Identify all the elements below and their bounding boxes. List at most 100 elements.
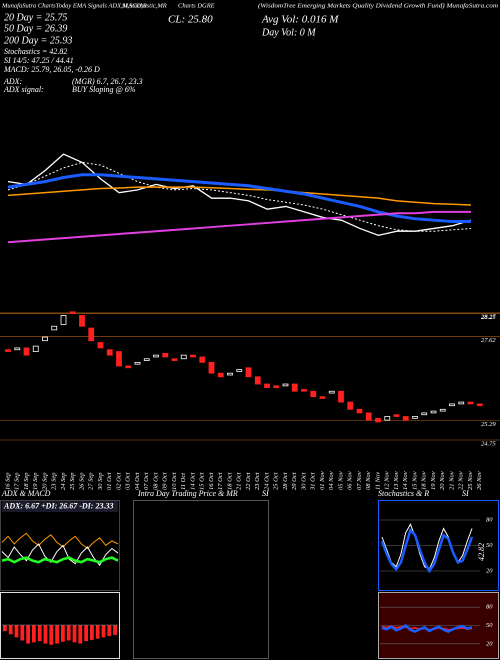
line-series	[7, 161, 472, 232]
date-label: 28 Oct	[282, 472, 289, 490]
indicator-text: BUY Sloping @ 6%	[72, 85, 136, 94]
date-label: 10 Oct	[171, 472, 178, 490]
panel-title: Intra Day Trading Price & MR	[137, 489, 238, 498]
y-tick-label: 25.29	[481, 421, 496, 428]
date-label: 31 Oct	[310, 472, 317, 491]
line-series	[1, 543, 119, 567]
candle-body	[106, 349, 113, 356]
date-label: 04 Nov	[328, 471, 335, 490]
y-tick-label: 20	[486, 640, 493, 647]
histogram-bar	[61, 625, 65, 642]
date-label: 12 Nov	[384, 471, 391, 490]
header-text: SI,Stochastic,MR	[122, 2, 167, 9]
indicator-text: (MGR) 6.7, 26.7, 23.3	[72, 77, 143, 86]
line-series	[1, 556, 119, 564]
panel-title: SI	[462, 489, 469, 498]
candle-body	[143, 358, 150, 361]
y-tick-label: 24.75	[481, 440, 496, 447]
candle-body	[23, 347, 30, 356]
candle-body	[264, 383, 270, 389]
date-label: 24 Sep	[60, 472, 67, 490]
line-series	[7, 153, 472, 236]
candle-body	[134, 361, 141, 365]
candle-body	[476, 403, 483, 407]
candle-body	[439, 408, 446, 412]
candle-body	[116, 351, 122, 367]
y-tick-label: 28.25	[481, 314, 496, 321]
date-label: 01 Nov	[319, 471, 326, 490]
date-label: 09 Oct	[162, 472, 169, 490]
date-label: 18 Oct	[226, 472, 233, 490]
candle-body	[97, 342, 104, 349]
date-label: 21 Oct	[236, 472, 243, 490]
date-label: 02 Oct	[115, 472, 122, 490]
histogram-bar	[43, 625, 48, 644]
indicator-text: MACD: 25.79, 26.05, -0.26 D	[3, 65, 100, 74]
candle-body	[310, 390, 317, 398]
candle-body	[430, 410, 437, 414]
date-label: 22 Nov	[458, 471, 465, 490]
date-label: 21 Nov	[448, 471, 455, 490]
date-label: 16 Oct	[208, 472, 215, 490]
histogram-bar	[66, 625, 71, 641]
histogram-bar	[26, 625, 30, 644]
candle-body	[356, 408, 363, 414]
date-label: 20 Sep	[41, 472, 48, 490]
date-label: 25 Nov	[467, 471, 474, 490]
candle-body	[69, 311, 76, 315]
panel-title: SI	[262, 489, 269, 498]
header-text: Charts DGRE	[178, 2, 215, 9]
y-tick-label: 28.27	[481, 313, 496, 320]
y-tick-label: 50	[486, 622, 493, 629]
panel-frame	[378, 500, 499, 591]
readout-bg	[2, 501, 118, 512]
date-label: 04 Oct	[134, 472, 141, 490]
readout: ADX: 6.67 +DI: 26.67 -DI: 23.33	[3, 501, 113, 510]
date-label: 18 Sep	[23, 472, 30, 490]
candle-body	[449, 403, 455, 407]
date-label: 25 Oct	[273, 472, 280, 490]
candle-body	[384, 416, 391, 421]
candle-body	[254, 376, 261, 385]
ema-text: 50 Day = 26.39	[4, 23, 67, 34]
header-text: (WisdomTree Emerging Markets Quality Div…	[258, 2, 498, 9]
candle-body	[14, 347, 21, 351]
date-label: 18 Nov	[421, 471, 428, 490]
panel-frame	[0, 592, 120, 659]
indicator-text: ADX:	[3, 77, 23, 86]
candle-body	[162, 352, 169, 358]
histogram-bar	[49, 625, 54, 645]
candle-body	[301, 389, 307, 392]
panel-title: Stochastics & R	[378, 489, 429, 498]
histogram-bar	[3, 625, 7, 632]
date-label: 17 Oct	[217, 472, 224, 490]
histogram-bar	[95, 625, 100, 639]
close-price: CL: 25.80	[168, 14, 213, 26]
ema-text: 20 Day = 25.75	[4, 12, 67, 23]
date-label: 08 Oct	[152, 472, 159, 490]
date-label: 19 Nov	[430, 471, 437, 490]
date-label: 11 Oct	[180, 473, 187, 490]
panel-frame	[133, 500, 269, 659]
histogram-bar	[107, 625, 112, 637]
date-label: 08 Nov	[365, 471, 372, 490]
panel-frame	[0, 500, 120, 591]
ema-text: 200 Day = 25.93	[4, 35, 72, 46]
date-label: 19 Sep	[32, 472, 39, 490]
day-volume: Day Vol: 0 M	[261, 27, 316, 38]
candle-body	[421, 412, 428, 416]
avg-volume: Avg Vol: 0.016 M	[261, 14, 339, 26]
candle-body	[217, 372, 224, 378]
date-label: 03 Oct	[125, 472, 132, 490]
date-label: 01 Oct	[106, 472, 113, 490]
histogram-bar	[101, 625, 106, 638]
candle-body	[60, 315, 67, 325]
histogram-bar	[90, 625, 94, 640]
candle-body	[5, 349, 11, 352]
candle-body	[412, 416, 418, 419]
date-label: 22 Oct	[245, 472, 252, 490]
candle-body	[79, 315, 85, 327]
candle-body	[245, 367, 252, 378]
candle-body	[319, 396, 326, 399]
